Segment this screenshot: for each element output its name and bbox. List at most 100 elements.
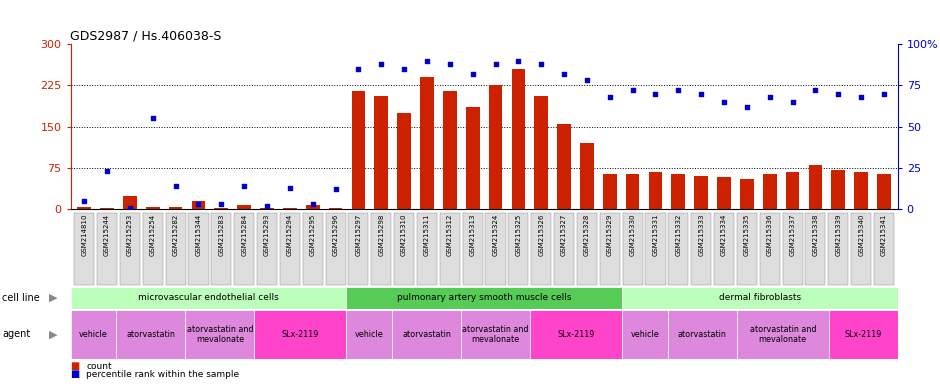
FancyBboxPatch shape — [806, 213, 825, 285]
Text: GSM215295: GSM215295 — [309, 214, 316, 256]
Point — [419, 58, 434, 64]
Text: percentile rank within the sample: percentile rank within the sample — [86, 371, 240, 379]
Text: GSM215326: GSM215326 — [539, 214, 544, 256]
Bar — [374, 96, 388, 209]
Text: GSM215340: GSM215340 — [858, 214, 864, 256]
Point — [854, 94, 869, 100]
Point — [282, 185, 297, 191]
Point — [213, 201, 228, 207]
Bar — [580, 143, 594, 209]
Text: vehicle: vehicle — [354, 330, 384, 339]
Text: ■: ■ — [70, 369, 80, 379]
Text: ▶: ▶ — [49, 293, 57, 303]
FancyBboxPatch shape — [828, 213, 848, 285]
Bar — [695, 176, 708, 209]
Text: GSM215341: GSM215341 — [881, 214, 887, 256]
Text: vehicle: vehicle — [631, 330, 659, 339]
Point — [579, 78, 594, 84]
Text: agent: agent — [2, 329, 30, 339]
FancyBboxPatch shape — [668, 213, 688, 285]
Text: GSM215344: GSM215344 — [196, 214, 201, 256]
Bar — [214, 208, 228, 209]
Text: GSM215336: GSM215336 — [767, 214, 773, 256]
Point — [716, 99, 731, 105]
Bar — [70, 310, 117, 359]
FancyBboxPatch shape — [74, 213, 94, 285]
Bar — [832, 170, 845, 209]
Bar — [283, 208, 297, 209]
Bar — [626, 174, 639, 209]
Text: GSM215293: GSM215293 — [264, 214, 270, 256]
Text: count: count — [86, 362, 112, 371]
Point — [510, 58, 525, 64]
Bar — [392, 310, 462, 359]
Bar — [346, 310, 392, 359]
FancyBboxPatch shape — [212, 213, 231, 285]
Point — [77, 198, 92, 204]
Point — [306, 201, 321, 207]
Text: GSM215283: GSM215283 — [218, 214, 225, 256]
Point — [807, 87, 822, 93]
Point — [831, 91, 846, 97]
Point — [785, 99, 800, 105]
Bar — [668, 310, 737, 359]
Text: GSM215313: GSM215313 — [470, 214, 476, 256]
Bar — [717, 177, 731, 209]
Text: GSM215327: GSM215327 — [561, 214, 567, 256]
Bar — [808, 165, 822, 209]
FancyBboxPatch shape — [371, 213, 391, 285]
Text: ▶: ▶ — [49, 329, 57, 339]
Bar — [329, 208, 342, 209]
FancyBboxPatch shape — [622, 213, 643, 285]
Text: atorvastatin: atorvastatin — [402, 330, 451, 339]
Text: microvascular endothelial cells: microvascular endothelial cells — [138, 293, 279, 303]
Bar — [123, 195, 136, 209]
Point — [694, 91, 709, 97]
FancyBboxPatch shape — [600, 213, 619, 285]
FancyBboxPatch shape — [280, 213, 300, 285]
Bar — [557, 124, 571, 209]
Point — [146, 115, 161, 121]
FancyBboxPatch shape — [509, 213, 528, 285]
Bar — [829, 310, 898, 359]
Bar — [622, 287, 898, 309]
Bar — [192, 201, 205, 209]
Text: GSM215254: GSM215254 — [149, 214, 156, 256]
Bar — [146, 207, 160, 209]
Point — [534, 61, 549, 67]
Text: GSM215297: GSM215297 — [355, 214, 361, 256]
Point — [397, 66, 412, 72]
Text: atorvastatin: atorvastatin — [678, 330, 727, 339]
Text: GSM215334: GSM215334 — [721, 214, 727, 256]
Text: GSM215338: GSM215338 — [812, 214, 819, 256]
FancyBboxPatch shape — [417, 213, 437, 285]
Point — [625, 87, 640, 93]
Text: cell line: cell line — [2, 293, 39, 303]
Point — [603, 94, 618, 100]
FancyBboxPatch shape — [874, 213, 894, 285]
FancyBboxPatch shape — [325, 213, 346, 285]
FancyBboxPatch shape — [577, 213, 597, 285]
Bar — [260, 208, 274, 209]
Point — [762, 94, 777, 100]
Bar — [511, 69, 525, 209]
Bar — [763, 174, 776, 209]
Bar — [169, 207, 182, 209]
FancyBboxPatch shape — [554, 213, 574, 285]
Text: pulmonary artery smooth muscle cells: pulmonary artery smooth muscle cells — [397, 293, 572, 303]
Text: SLx-2119: SLx-2119 — [844, 330, 882, 339]
Point — [259, 203, 274, 209]
Point — [556, 71, 572, 77]
FancyBboxPatch shape — [394, 213, 415, 285]
Text: GSM215335: GSM215335 — [744, 214, 750, 256]
Bar — [398, 113, 411, 209]
Bar — [70, 287, 346, 309]
Point — [122, 205, 137, 211]
Text: GSM215311: GSM215311 — [424, 214, 430, 256]
FancyBboxPatch shape — [165, 213, 186, 285]
Bar — [117, 310, 185, 359]
Text: dermal fibroblasts: dermal fibroblasts — [719, 293, 801, 303]
FancyBboxPatch shape — [440, 213, 460, 285]
Text: GSM214810: GSM214810 — [81, 214, 87, 256]
Bar — [649, 172, 663, 209]
